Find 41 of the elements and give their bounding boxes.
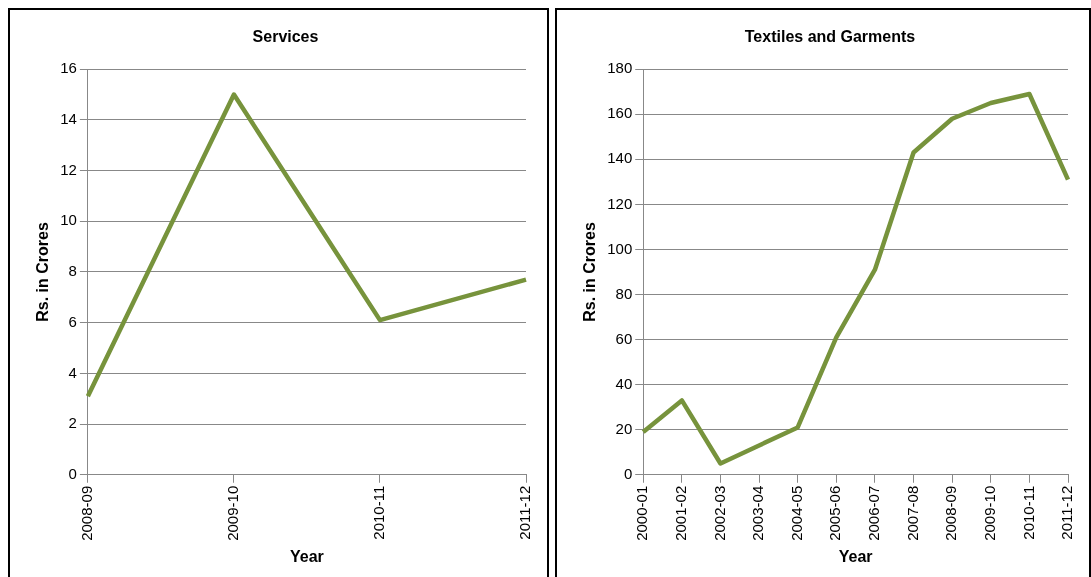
x-tick-label: 2006-07 bbox=[865, 485, 883, 541]
y-axis-title: Rs. in Crores bbox=[34, 222, 52, 322]
y-tick-label: 80 bbox=[615, 284, 633, 302]
x-tick-label: 2003-04 bbox=[749, 485, 767, 541]
y-tick-label: 0 bbox=[623, 464, 633, 482]
x-tick-label: 2007-08 bbox=[903, 485, 921, 541]
x-tick-label: 2011-12 bbox=[1058, 485, 1076, 540]
y-tick-label: 4 bbox=[68, 363, 77, 381]
y-tick-label: 0 bbox=[68, 464, 77, 482]
y-tick-label: 120 bbox=[607, 194, 633, 212]
y-axis-title: Rs. in Crores bbox=[581, 222, 599, 322]
x-tick-label: 2005-06 bbox=[826, 485, 844, 541]
y-tick-label: 2 bbox=[68, 414, 77, 432]
x-axis-title: Year bbox=[290, 547, 324, 565]
chart-title: Services bbox=[252, 28, 319, 46]
x-tick-label: 2010-11 bbox=[370, 485, 388, 540]
y-tick-label: 20 bbox=[615, 419, 633, 437]
y-tick-label: 8 bbox=[68, 262, 77, 280]
y-tick-label: 6 bbox=[68, 312, 77, 330]
x-tick-label: 2011-12 bbox=[516, 485, 534, 540]
y-tick-label: 16 bbox=[60, 59, 77, 77]
y-tick-label: 14 bbox=[60, 110, 77, 128]
x-tick-label: 2002-03 bbox=[710, 485, 728, 541]
x-tick-label: 2008-09 bbox=[78, 485, 96, 541]
y-tick-label: 60 bbox=[615, 329, 633, 347]
x-tick-label: 2008-09 bbox=[942, 485, 960, 541]
chart-title: Textiles and Garments bbox=[744, 28, 916, 46]
y-tick-label: 12 bbox=[60, 160, 77, 178]
y-tick-label: 140 bbox=[607, 149, 633, 167]
x-tick-label: 2004-05 bbox=[787, 485, 805, 541]
x-tick-label: 2000-01 bbox=[633, 485, 651, 541]
y-tick-label: 180 bbox=[607, 59, 633, 77]
x-axis-title: Year bbox=[838, 547, 873, 565]
x-tick-label: 2009-10 bbox=[980, 485, 998, 541]
y-tick-label: 160 bbox=[607, 104, 633, 122]
y-tick-label: 10 bbox=[60, 211, 77, 229]
y-tick-label: 40 bbox=[615, 374, 633, 392]
y-tick-label: 100 bbox=[607, 239, 633, 257]
x-tick-label: 2001-02 bbox=[671, 485, 689, 541]
x-tick-label: 2009-10 bbox=[224, 485, 242, 541]
x-tick-label: 2010-11 bbox=[1019, 485, 1037, 540]
